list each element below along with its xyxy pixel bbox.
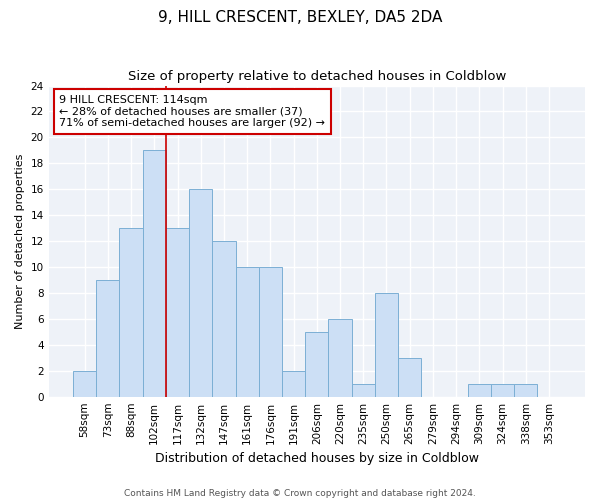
Bar: [236, 267, 259, 396]
Bar: [212, 241, 236, 396]
Bar: [282, 371, 305, 396]
Bar: [189, 190, 212, 396]
Bar: [305, 332, 328, 396]
Bar: [96, 280, 119, 396]
Title: Size of property relative to detached houses in Coldblow: Size of property relative to detached ho…: [128, 70, 506, 83]
Bar: [398, 358, 421, 397]
Bar: [166, 228, 189, 396]
Bar: [514, 384, 538, 396]
Text: Contains HM Land Registry data © Crown copyright and database right 2024.: Contains HM Land Registry data © Crown c…: [124, 488, 476, 498]
Bar: [259, 267, 282, 396]
Bar: [375, 293, 398, 397]
Bar: [73, 371, 96, 396]
Bar: [143, 150, 166, 396]
Text: 9 HILL CRESCENT: 114sqm
← 28% of detached houses are smaller (37)
71% of semi-de: 9 HILL CRESCENT: 114sqm ← 28% of detache…: [59, 95, 325, 128]
Bar: [352, 384, 375, 396]
Bar: [119, 228, 143, 396]
Bar: [328, 319, 352, 396]
Text: 9, HILL CRESCENT, BEXLEY, DA5 2DA: 9, HILL CRESCENT, BEXLEY, DA5 2DA: [158, 10, 442, 25]
X-axis label: Distribution of detached houses by size in Coldblow: Distribution of detached houses by size …: [155, 452, 479, 465]
Y-axis label: Number of detached properties: Number of detached properties: [15, 154, 25, 329]
Bar: [491, 384, 514, 396]
Bar: [468, 384, 491, 396]
